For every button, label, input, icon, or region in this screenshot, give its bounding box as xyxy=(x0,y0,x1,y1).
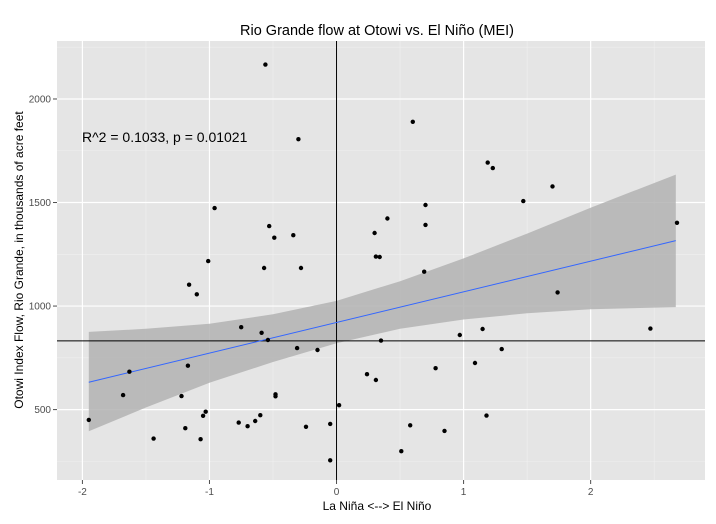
data-point xyxy=(212,205,217,211)
confidence-band-layer xyxy=(88,174,676,432)
x-tick-label: 2 xyxy=(588,487,594,498)
data-point xyxy=(399,449,404,454)
data-point xyxy=(423,222,428,228)
data-point xyxy=(151,436,156,441)
data-point xyxy=(206,258,211,264)
data-point xyxy=(239,325,244,330)
data-point xyxy=(127,369,132,374)
data-point xyxy=(373,377,379,383)
data-point xyxy=(550,184,555,189)
data-point xyxy=(186,282,192,287)
regression-line-layer xyxy=(88,240,676,383)
data-point xyxy=(336,403,342,408)
data-point xyxy=(194,292,199,297)
y-tick-label: 1000 xyxy=(29,302,52,313)
data-point xyxy=(291,233,296,238)
data-point xyxy=(198,437,203,442)
data-point xyxy=(185,363,191,368)
data-point xyxy=(490,165,495,171)
y-tick-label: 1500 xyxy=(29,198,52,209)
y-axis-label: Otowi Index Flow, Rio Grande, in thousan… xyxy=(12,111,26,409)
data-point xyxy=(364,372,370,377)
data-point xyxy=(236,420,241,425)
confidence-band xyxy=(88,174,676,432)
data-point xyxy=(258,413,263,418)
data-point xyxy=(472,360,478,366)
data-point xyxy=(555,290,560,295)
fit-annotation: R^2 = 0.1033, p = 0.01021 xyxy=(82,129,248,145)
data-point xyxy=(315,347,320,353)
data-point xyxy=(179,393,184,399)
data-point xyxy=(442,428,447,434)
data-point xyxy=(86,417,92,423)
y-axis-ticks: 500 1000 1500 2000 xyxy=(29,94,57,416)
data-point xyxy=(648,326,653,331)
data-point xyxy=(433,366,438,371)
y-tick-label: 500 xyxy=(34,405,51,416)
data-point xyxy=(499,346,504,352)
data-point xyxy=(273,392,278,397)
x-tick-label: -2 xyxy=(78,487,87,498)
x-tick-label: 1 xyxy=(461,487,467,498)
chart-title: Rio Grande flow at Otowi vs. El Niño (ME… xyxy=(240,23,514,39)
data-point xyxy=(457,332,462,338)
data-points xyxy=(86,62,680,463)
data-point xyxy=(265,337,271,343)
data-point xyxy=(410,119,415,125)
data-point xyxy=(373,254,379,259)
data-point xyxy=(263,62,268,67)
data-point xyxy=(423,202,428,208)
data-point xyxy=(378,338,384,343)
data-point xyxy=(259,330,264,335)
data-point xyxy=(521,198,526,204)
data-point xyxy=(674,220,680,225)
regression-line xyxy=(88,240,676,383)
data-point xyxy=(298,265,304,271)
data-point xyxy=(261,265,267,271)
data-point xyxy=(253,418,258,424)
data-point xyxy=(328,458,333,463)
data-point xyxy=(480,326,485,332)
data-point xyxy=(183,426,188,431)
data-point xyxy=(422,269,427,274)
data-point xyxy=(245,424,250,429)
data-point xyxy=(203,409,208,414)
data-point xyxy=(296,137,301,142)
data-point xyxy=(385,216,390,221)
data-point xyxy=(267,223,272,229)
data-point xyxy=(328,421,333,427)
data-point xyxy=(485,160,490,165)
data-point xyxy=(377,254,382,260)
x-tick-label: -1 xyxy=(205,487,214,498)
data-point xyxy=(272,235,277,240)
x-tick-label: 0 xyxy=(334,487,340,498)
data-point xyxy=(408,423,413,428)
data-point xyxy=(484,413,489,418)
x-axis-ticks: -2 -1 0 1 2 xyxy=(78,480,594,498)
data-point xyxy=(120,392,126,398)
y-tick-label: 2000 xyxy=(29,94,52,105)
x-axis-label: La Niña <--> El Niño xyxy=(323,499,432,513)
data-point xyxy=(294,345,300,351)
data-point xyxy=(303,424,309,429)
data-point xyxy=(200,413,206,418)
data-point xyxy=(372,230,377,236)
